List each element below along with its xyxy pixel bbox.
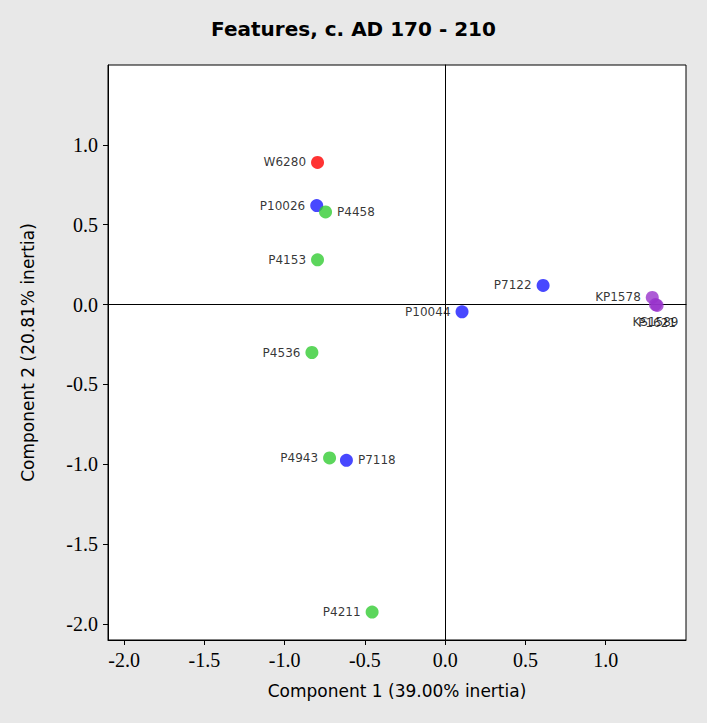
svg-text:P1621: P1621: [638, 316, 676, 330]
svg-text:P10044: P10044: [405, 305, 450, 319]
svg-text:P4943: P4943: [280, 451, 318, 465]
svg-text:-1.0: -1.0: [66, 453, 98, 475]
svg-text:-2.0: -2.0: [108, 649, 140, 671]
svg-text:P4458: P4458: [337, 205, 375, 219]
svg-text:Features, c. AD 170 - 210: Features, c. AD 170 - 210: [211, 17, 496, 41]
svg-text:-2.0: -2.0: [66, 613, 98, 635]
svg-text:P4211: P4211: [323, 605, 361, 619]
svg-text:KS1589: KS1589: [632, 315, 678, 329]
svg-text:0.0: 0.0: [73, 294, 98, 316]
svg-text:-1.0: -1.0: [269, 649, 301, 671]
svg-text:-0.5: -0.5: [349, 649, 381, 671]
svg-text:-0.5: -0.5: [66, 373, 98, 395]
svg-text:1.0: 1.0: [593, 649, 618, 671]
svg-text:P4153: P4153: [268, 253, 306, 267]
svg-text:P7118: P7118: [358, 453, 396, 467]
svg-text:-1.5: -1.5: [188, 649, 220, 671]
svg-text:0.5: 0.5: [513, 649, 538, 671]
svg-text:0.5: 0.5: [73, 214, 98, 236]
svg-text:1.0: 1.0: [73, 134, 98, 156]
svg-text:P7122: P7122: [494, 278, 532, 292]
svg-text:Component 2 (20.81% inertia): Component 2 (20.81% inertia): [18, 223, 38, 482]
svg-text:W6280: W6280: [264, 155, 306, 169]
svg-text:-1.5: -1.5: [66, 533, 98, 555]
svg-text:Component 1 (39.00% inertia): Component 1 (39.00% inertia): [268, 681, 527, 701]
svg-text:P4536: P4536: [263, 346, 301, 360]
svg-text:0.0: 0.0: [433, 649, 458, 671]
svg-text:KP1578: KP1578: [595, 290, 641, 304]
svg-text:P10026: P10026: [260, 199, 305, 213]
